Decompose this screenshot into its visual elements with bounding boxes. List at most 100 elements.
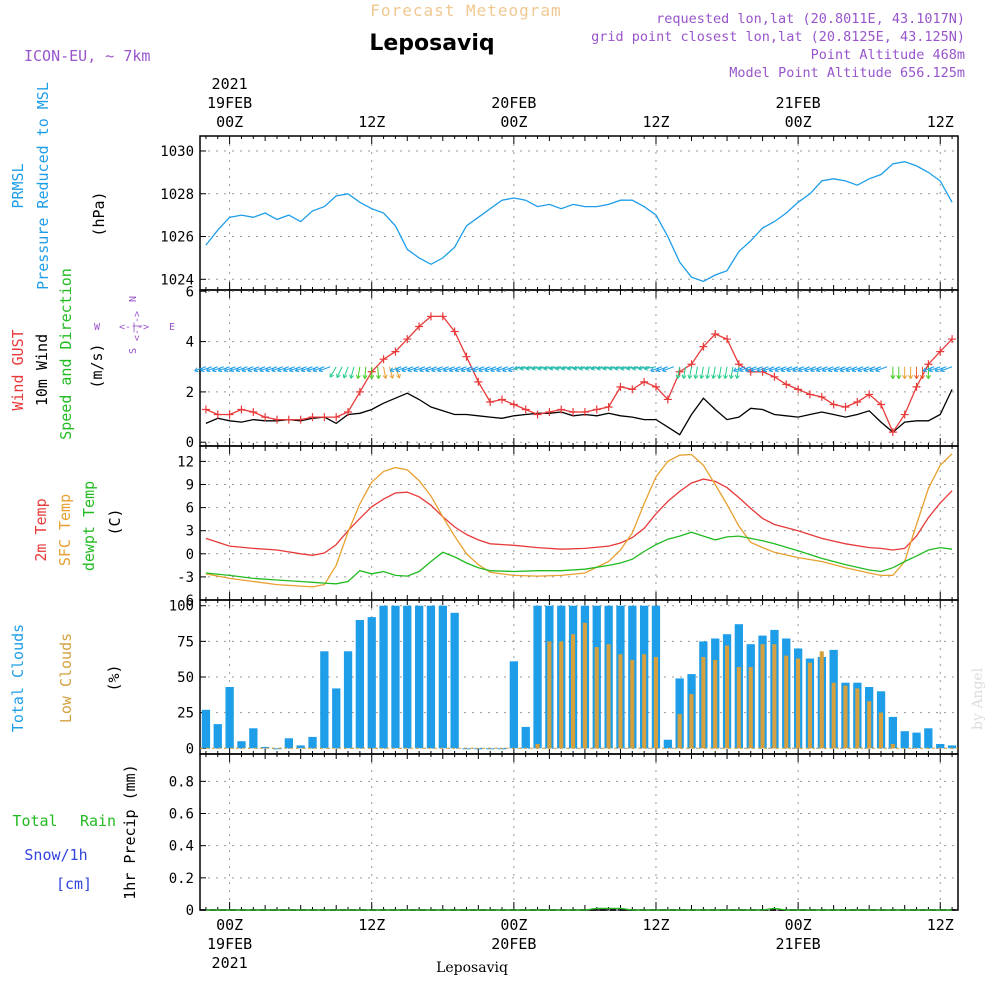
wind-direction-arrow [757,366,769,372]
wind-direction-arrow [816,366,828,372]
wind-direction-arrow [839,366,852,372]
wind-arrow-head [555,365,560,371]
wind-arrow-head [723,374,728,379]
y-tick-label: 0.4 [169,839,194,855]
wind-direction-arrow [443,366,455,372]
y-tick-label: 0.6 [169,807,194,823]
y-tick-label: 6 [186,284,194,300]
wind-arrow-head [329,373,334,378]
wind-direction-arrow [828,366,840,372]
wind-direction-arrow [683,366,687,379]
wind-direction-arrow [455,366,467,372]
total-cloud-bar [213,724,222,749]
gust-marker [201,405,210,414]
low-cloud-bar [760,644,765,749]
wind-arrow-head [508,367,513,373]
total-cloud-bar [415,605,424,749]
gust-marker [284,415,293,424]
wind-arrow-head [863,367,868,373]
gust-marker [355,387,364,396]
wind-arrow-head [460,367,466,373]
wind-arrow-head [816,367,821,373]
low-cloud-bar [547,641,552,749]
wind-arrow-head [442,367,448,373]
y-tick-label: 1024 [160,272,194,288]
wind-arrow-head [502,367,507,373]
wind-direction-arrow [940,366,953,372]
wind-direction-arrow [774,366,787,372]
wind-direction-arrow [851,366,864,372]
wind-arrow-head [786,367,791,373]
gust-marker [557,405,566,414]
low-cloud-bar [701,657,706,749]
y-tick-label: 3 [186,524,194,540]
panel-axis-label: Total Clouds [9,624,27,732]
series-line-sfc-temp [205,453,953,588]
gust-marker [486,397,495,406]
wind-arrow-head [851,367,856,373]
wind-direction-arrow [626,366,639,370]
wind-arrow-head [821,367,827,373]
low-cloud-bar [642,654,647,749]
wind-arrow-head [472,367,477,373]
pressure-panel-labels: PRMSL Pressure Reduced to MSL (hPa) [9,82,108,290]
gust-marker [332,413,341,422]
wind-direction-arrow [283,366,295,372]
wind-arrow-head [827,367,833,373]
low-cloud-bar [796,658,801,749]
wind-arrow-head [407,367,412,373]
total-cloud-bar [675,678,684,749]
wind-arrow-head [810,367,815,373]
wind-arrow-head [733,367,738,373]
panel-axis-label: PRMSL [9,163,27,208]
wind-direction-arrow [230,366,242,372]
wind-direction-arrow [656,366,668,372]
gust-marker [272,415,281,424]
wind-arrow-head [922,367,928,373]
wind-arrow-head [896,375,902,379]
low-cloud-bar [559,641,564,749]
total-cloud-bar [261,746,270,749]
wind-direction-arrow [834,366,846,372]
gust-marker [450,327,459,336]
wind-arrow-head [560,365,566,371]
wind-direction-arrow [751,366,763,372]
wind-arrow-head [590,365,595,371]
wind-direction-arrow [810,366,822,372]
total-cloud-bar [201,709,211,749]
low-cloud-bar [606,644,611,749]
total-cloud-bar [272,748,282,750]
wind-arrow-head [890,375,896,379]
wind-arrow-head [774,367,780,373]
wind-arrow-head [478,367,483,373]
temperature-panel: -6 -3 0 3 6 9 12 [177,445,959,609]
time-axis-label: 21FEB [776,94,821,112]
wind-arrow-head [845,367,851,373]
low-cloud-bar [831,682,836,749]
wind-direction-arrow [804,366,817,372]
wind-arrow-head [602,365,607,371]
wind-arrow-head [265,367,270,373]
gust-marker [249,408,258,417]
compass-west: W [94,322,101,333]
wind-direction-arrow [484,366,497,372]
gust-marker [604,403,613,411]
wind-direction-arrow [608,366,621,370]
wind-arrow-head [362,374,368,379]
wind-arrow-head [637,365,643,371]
gust-marker [498,395,507,404]
low-cloud-bar [594,647,599,749]
wind-arrow-head [531,365,536,371]
total-cloud-bar [225,687,234,749]
gust-marker [782,380,791,389]
wind-panel-labels: Wind GUST 10m Wind Speed and Direction (m/s… [9,268,106,440]
wind-direction-arrow [259,366,272,372]
wind-direction-arrow [253,366,266,372]
panel-frame [199,753,959,911]
wind-direction-arrow [383,366,387,379]
panel-axis-label: (hPa) [90,191,108,236]
total-cloud-bar [663,739,672,749]
panel-axis-label: (%) [105,664,123,691]
low-cloud-bar [571,634,576,749]
y-tick-label: 12 [177,454,194,470]
